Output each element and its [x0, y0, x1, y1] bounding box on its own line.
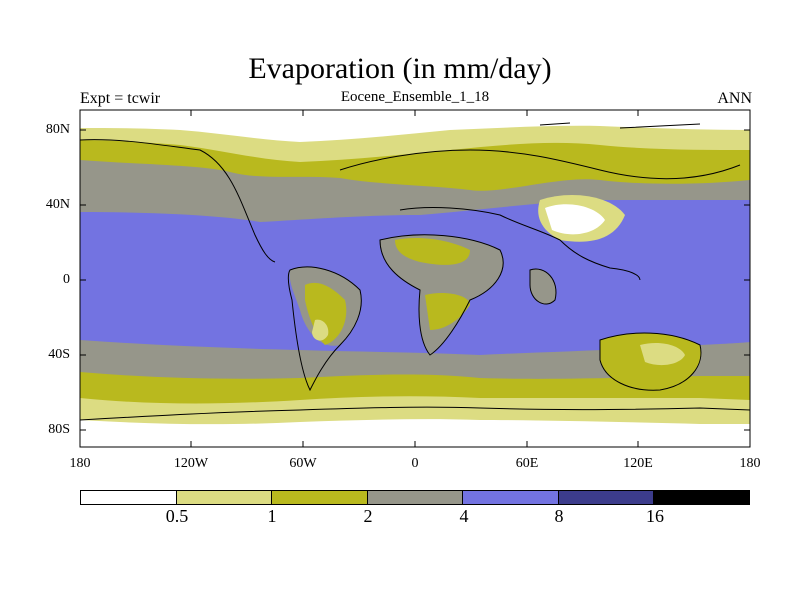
australia-pale: [640, 343, 685, 366]
lon-label-0: 0: [411, 456, 419, 471]
lon-label-180e: 180: [739, 456, 761, 471]
lon-label-120e: 120E: [623, 456, 653, 471]
colorbar-label-16: 16: [646, 506, 664, 526]
experiment-label: Expt = tcwir: [80, 90, 161, 107]
colorbar-label-0-5: 0.5: [165, 506, 189, 526]
colorbar-box-1: [81, 491, 177, 504]
asia-white: [545, 204, 605, 235]
colorbar-label-4: 4: [459, 506, 469, 526]
africa-north-olive: [395, 238, 470, 265]
colorbar-label-8: 8: [554, 506, 564, 526]
lat-label-0: 0: [63, 272, 70, 287]
colorbar-box-2: [176, 491, 273, 504]
lat-label-40s: 40S: [48, 347, 70, 362]
map-ticks: [80, 110, 750, 447]
africa-south-olive: [425, 293, 470, 330]
colorbar-box-6: [558, 491, 655, 504]
lat-label-80n: 80N: [45, 122, 70, 137]
south-band-white: [80, 419, 750, 447]
lon-label-120w: 120W: [173, 456, 209, 471]
lon-label-60w: 60W: [289, 456, 317, 471]
north-band-white: [80, 110, 750, 142]
india-land: [530, 269, 556, 305]
lon-label-60e: 60E: [515, 456, 539, 471]
colorbar-box-7: [654, 491, 750, 504]
lat-label-80s: 80S: [48, 422, 70, 437]
colorbar: [80, 490, 750, 505]
lat-label-40n: 40N: [45, 197, 70, 212]
lon-label-180w: 180: [69, 456, 91, 471]
south-america-pale: [312, 319, 329, 341]
map-title: Evaporation (in mm/day): [248, 52, 552, 85]
coastlines: [79, 122, 751, 421]
colorbar-box-5: [463, 491, 559, 504]
season-label: ANN: [717, 90, 752, 107]
ensemble-label: Eocene_Ensemble_1_18: [340, 89, 490, 105]
colorbar-box-4: [367, 491, 464, 504]
colorbar-label-1: 1: [267, 506, 277, 526]
colorbar-label-2: 2: [363, 506, 373, 526]
colorbar-box-3: [272, 491, 368, 504]
